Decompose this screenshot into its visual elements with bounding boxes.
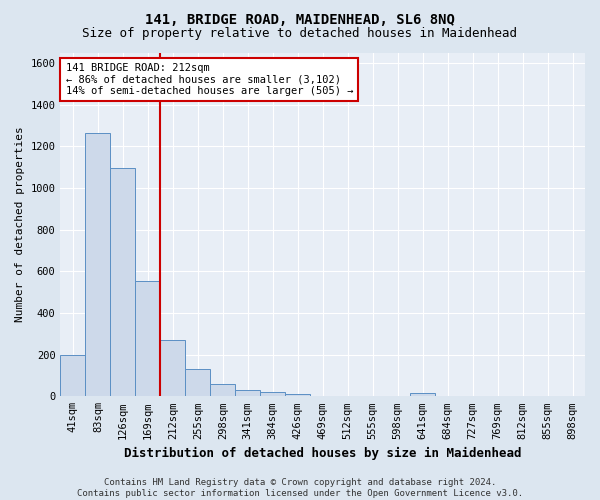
Text: Contains HM Land Registry data © Crown copyright and database right 2024.
Contai: Contains HM Land Registry data © Crown c… xyxy=(77,478,523,498)
Text: 141 BRIDGE ROAD: 212sqm
← 86% of detached houses are smaller (3,102)
14% of semi: 141 BRIDGE ROAD: 212sqm ← 86% of detache… xyxy=(65,63,353,96)
Bar xyxy=(210,384,235,396)
Bar xyxy=(260,392,285,396)
Bar xyxy=(110,168,136,396)
Bar xyxy=(160,340,185,396)
Text: Size of property relative to detached houses in Maidenhead: Size of property relative to detached ho… xyxy=(83,28,517,40)
Text: 141, BRIDGE ROAD, MAIDENHEAD, SL6 8NQ: 141, BRIDGE ROAD, MAIDENHEAD, SL6 8NQ xyxy=(145,12,455,26)
Y-axis label: Number of detached properties: Number of detached properties xyxy=(15,126,25,322)
X-axis label: Distribution of detached houses by size in Maidenhead: Distribution of detached houses by size … xyxy=(124,447,521,460)
Bar xyxy=(410,393,435,396)
Bar xyxy=(185,369,210,396)
Bar xyxy=(285,394,310,396)
Bar xyxy=(61,356,85,396)
Bar xyxy=(85,132,110,396)
Bar xyxy=(235,390,260,396)
Bar xyxy=(136,280,160,396)
